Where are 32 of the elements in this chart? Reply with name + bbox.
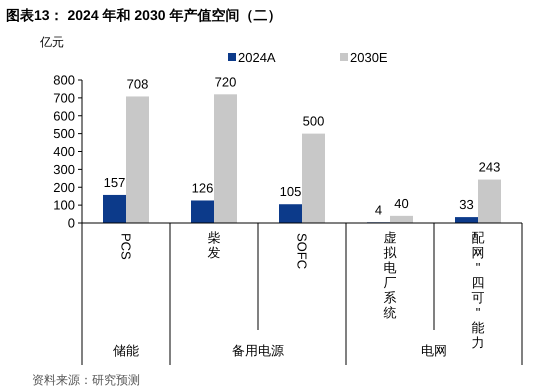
data-label: 33: [459, 197, 474, 212]
y-tick-label: 600: [53, 108, 75, 124]
data-label: 243: [478, 160, 500, 175]
x-tick-label: 柴发: [208, 230, 220, 260]
x-tick-label: SOFC: [294, 233, 310, 270]
legend-label: 2030E: [350, 50, 388, 65]
data-label: 708: [126, 76, 148, 92]
legend-label: 2024A: [238, 50, 276, 65]
y-tick-label: 800: [53, 72, 75, 88]
data-label: 105: [280, 184, 302, 200]
y-tick-label: 0: [68, 216, 75, 230]
y-tick-label: 100: [53, 198, 75, 213]
x-tick-label: 虚拟电厂系统: [384, 230, 398, 320]
data-label: 126: [192, 180, 214, 196]
data-label: 4: [374, 202, 382, 218]
y-tick-label: 400: [53, 144, 75, 159]
chart-title: 图表13： 2024 年和 2030 年产值空间（二）: [6, 7, 282, 23]
text: 电网: [421, 343, 447, 358]
y-tick-label: 700: [53, 90, 75, 106]
data-label: 157: [104, 174, 126, 190]
data-label: 720: [214, 74, 236, 90]
y-axis-title: 亿元: [39, 35, 64, 49]
y-tick-label: 200: [53, 180, 75, 195]
x-tick-label: PCS: [118, 233, 134, 260]
text: 备用电源: [232, 343, 284, 358]
text: 储能: [113, 343, 139, 358]
data-label: 40: [394, 196, 409, 211]
data-label: 500: [302, 114, 324, 129]
y-tick-label: 300: [53, 162, 75, 177]
text: 资料来源：研究预测: [32, 373, 140, 387]
y-tick-label: 500: [53, 126, 75, 142]
x-tick-label: 配网"四可"能力: [472, 230, 484, 350]
